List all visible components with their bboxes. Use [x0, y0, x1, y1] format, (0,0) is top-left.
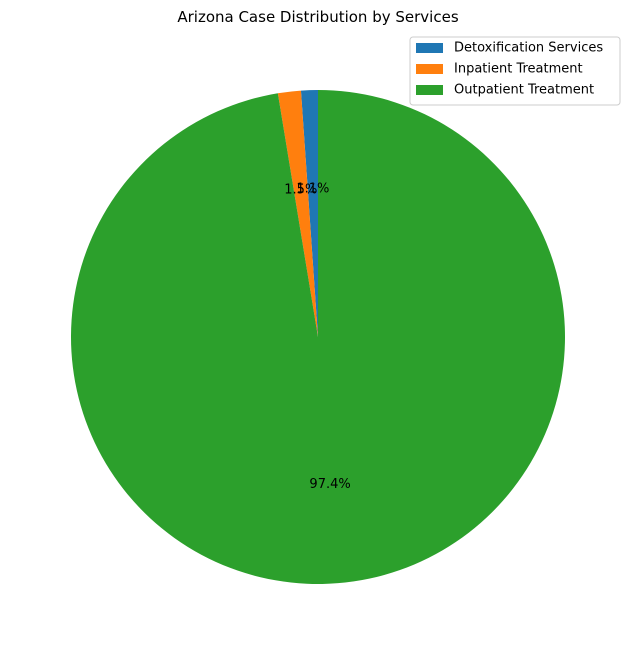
- pie-percentage-labels: 1.1%1.5% 97.4%: [284, 181, 350, 492]
- pie-slice-1: [277, 90, 318, 337]
- pie-slice-label-1: 1.5%: [284, 182, 317, 197]
- legend-label-2: Outpatient Treatment: [454, 83, 594, 98]
- legend-swatch-0: [416, 43, 443, 53]
- legend-label-0: Detoxification Services: [454, 41, 603, 56]
- chart-title: Arizona Case Distribution by Services: [177, 8, 458, 26]
- legend-swatch-2: [416, 85, 443, 95]
- pie-slice-label-0: 1.1%: [296, 181, 329, 196]
- legend: Detoxification Services Inpatient Treatme…: [409, 36, 621, 106]
- pie-slice-2: [70, 90, 565, 584]
- pie-slice-label-2: 97.4%: [309, 477, 350, 492]
- pie-slices: [70, 90, 565, 584]
- legend-label-1: Inpatient Treatment: [454, 62, 583, 77]
- legend-frame: [409, 36, 621, 106]
- pie-slice-0: [300, 90, 318, 337]
- legend-swatch-1: [416, 64, 443, 74]
